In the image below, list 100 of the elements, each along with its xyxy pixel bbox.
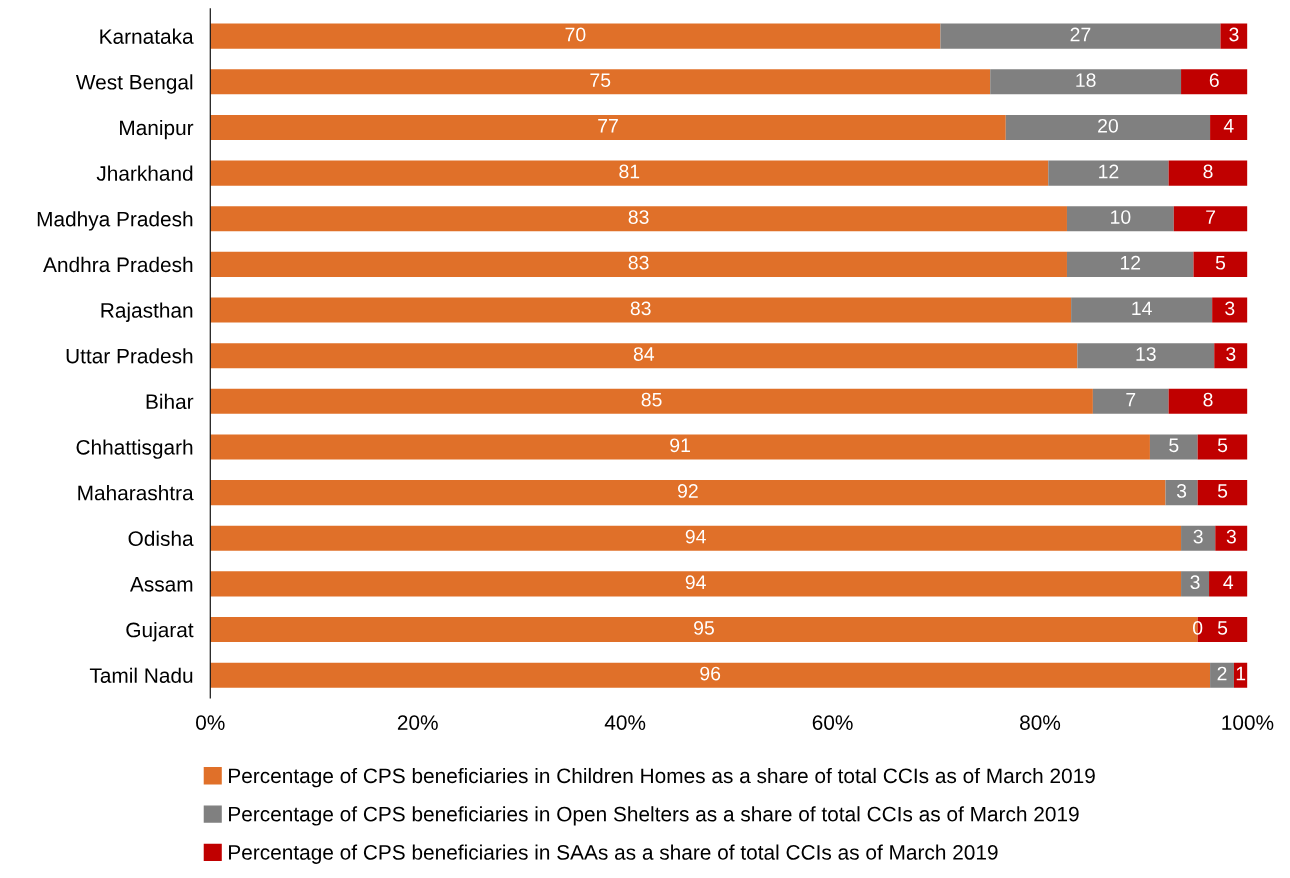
data-label: 96 [700, 666, 721, 681]
data-label: 2 [1217, 666, 1227, 681]
x-tick-label: 60% [812, 715, 853, 730]
bar [1165, 480, 1198, 506]
data-label: 77 [598, 119, 618, 133]
data-label: 5 [1217, 484, 1228, 498]
bar [210, 23, 941, 49]
bar [1092, 388, 1169, 414]
data-label: 91 [670, 438, 690, 453]
y-tick-label: Madhya Pradesh [37, 211, 193, 231]
bar [210, 525, 1182, 551]
bar [1210, 114, 1248, 141]
data-label: 5 [1169, 438, 1179, 453]
bar [210, 251, 1067, 277]
bar [210, 434, 1150, 460]
data-label: 27 [1070, 27, 1091, 42]
data-label: 7 [1206, 210, 1216, 224]
bar [210, 297, 1072, 323]
data-label: 18 [1076, 73, 1096, 88]
bar [210, 69, 991, 95]
data-label: 12 [1099, 164, 1119, 179]
x-tick-label: 20% [397, 715, 438, 730]
data-label: 1 [1236, 666, 1246, 681]
data-label: 8 [1203, 164, 1213, 179]
bar [1168, 160, 1248, 186]
data-label: 70 [565, 27, 586, 42]
bar [1215, 525, 1248, 551]
bar [1212, 297, 1248, 323]
data-label: 83 [628, 210, 649, 224]
data-label: 83 [628, 255, 649, 270]
bar [1071, 297, 1213, 323]
y-tick-label: Odisha [128, 530, 194, 547]
bar [1209, 571, 1248, 597]
bar [210, 343, 1078, 369]
data-label: 83 [630, 301, 651, 316]
data-label: 94 [685, 529, 706, 544]
data-label: 3 [1226, 529, 1236, 544]
data-label: 20 [1098, 118, 1118, 133]
data-label: 12 [1120, 255, 1141, 270]
bar [1220, 23, 1248, 49]
legend-label: Percentage of CPS beneficiaries in Children Homes as a share of total CCIs as of March 2019 [229, 767, 1095, 788]
data-label: 4 [1223, 119, 1234, 133]
y-tick-label: Jharkhand [96, 165, 193, 181]
data-label: 0 [1193, 620, 1203, 635]
y-tick-label: Tamil Nadu [89, 667, 193, 683]
y-tick-label: Manipur [120, 119, 194, 140]
y-tick-label: Andhra Pradesh [43, 256, 193, 273]
bar [1066, 206, 1174, 232]
data-label: 75 [590, 73, 611, 88]
data-label: 3 [1225, 301, 1235, 316]
x-tick-label: 80% [1020, 715, 1061, 730]
x-tick-label: 40% [604, 715, 646, 730]
bar [1149, 434, 1198, 460]
y-tick-label: West Bengal [75, 74, 193, 94]
bar [1048, 160, 1169, 186]
y-tick-label: Uttar Pradesh [66, 348, 193, 364]
bar [210, 480, 1166, 506]
bar [210, 114, 1006, 141]
bar [210, 662, 1211, 688]
data-label: 10 [1111, 210, 1131, 224]
data-label: 3 [1193, 529, 1203, 544]
bar [1197, 434, 1248, 460]
y-tick-label: Maharashtra [78, 485, 194, 501]
data-label: 92 [677, 484, 698, 498]
y-tick-label: Bihar [146, 393, 194, 410]
data-label: 5 [1215, 256, 1226, 270]
data-label: 84 [633, 347, 655, 361]
bar [1066, 251, 1194, 277]
data-label: 3 [1229, 27, 1239, 42]
data-label: 85 [641, 392, 662, 407]
data-label: 5 [1217, 621, 1228, 635]
bar [1181, 571, 1210, 597]
bar [1005, 114, 1211, 141]
data-label: 5 [1217, 438, 1228, 453]
y-tick-label: Chhattisgarh [76, 439, 193, 459]
x-tick-label: 0% [196, 715, 225, 730]
y-tick-label: Assam [129, 577, 193, 592]
y-tick-label: Gujarat [126, 621, 194, 642]
bar [1168, 388, 1248, 414]
bar [1214, 343, 1248, 369]
data-label: 8 [1203, 392, 1213, 407]
bar [1181, 69, 1248, 95]
bar [210, 571, 1182, 597]
bar [210, 388, 1093, 414]
y-tick-label: Karnataka [100, 28, 194, 44]
data-label: 6 [1209, 73, 1219, 88]
bar [210, 206, 1067, 232]
bar [1197, 480, 1248, 506]
bar [1077, 343, 1215, 369]
legend-label: Percentage of CPS beneficiaries in SAAs as a share of total CCIs as of March 2019 [229, 844, 998, 864]
bar [990, 69, 1182, 95]
bar [1193, 251, 1248, 277]
data-label: 94 [685, 575, 706, 590]
data-label: 81 [619, 164, 640, 179]
data-label: 14 [1132, 301, 1152, 316]
data-label: 4 [1223, 575, 1234, 589]
bar [1210, 662, 1234, 688]
bar [210, 160, 1049, 186]
y-tick-label: Rajasthan [101, 302, 193, 322]
legend-label: Percentage of CPS beneficiaries in Open Shelters as a share of total CCIs as of March 2019 [229, 806, 1079, 826]
